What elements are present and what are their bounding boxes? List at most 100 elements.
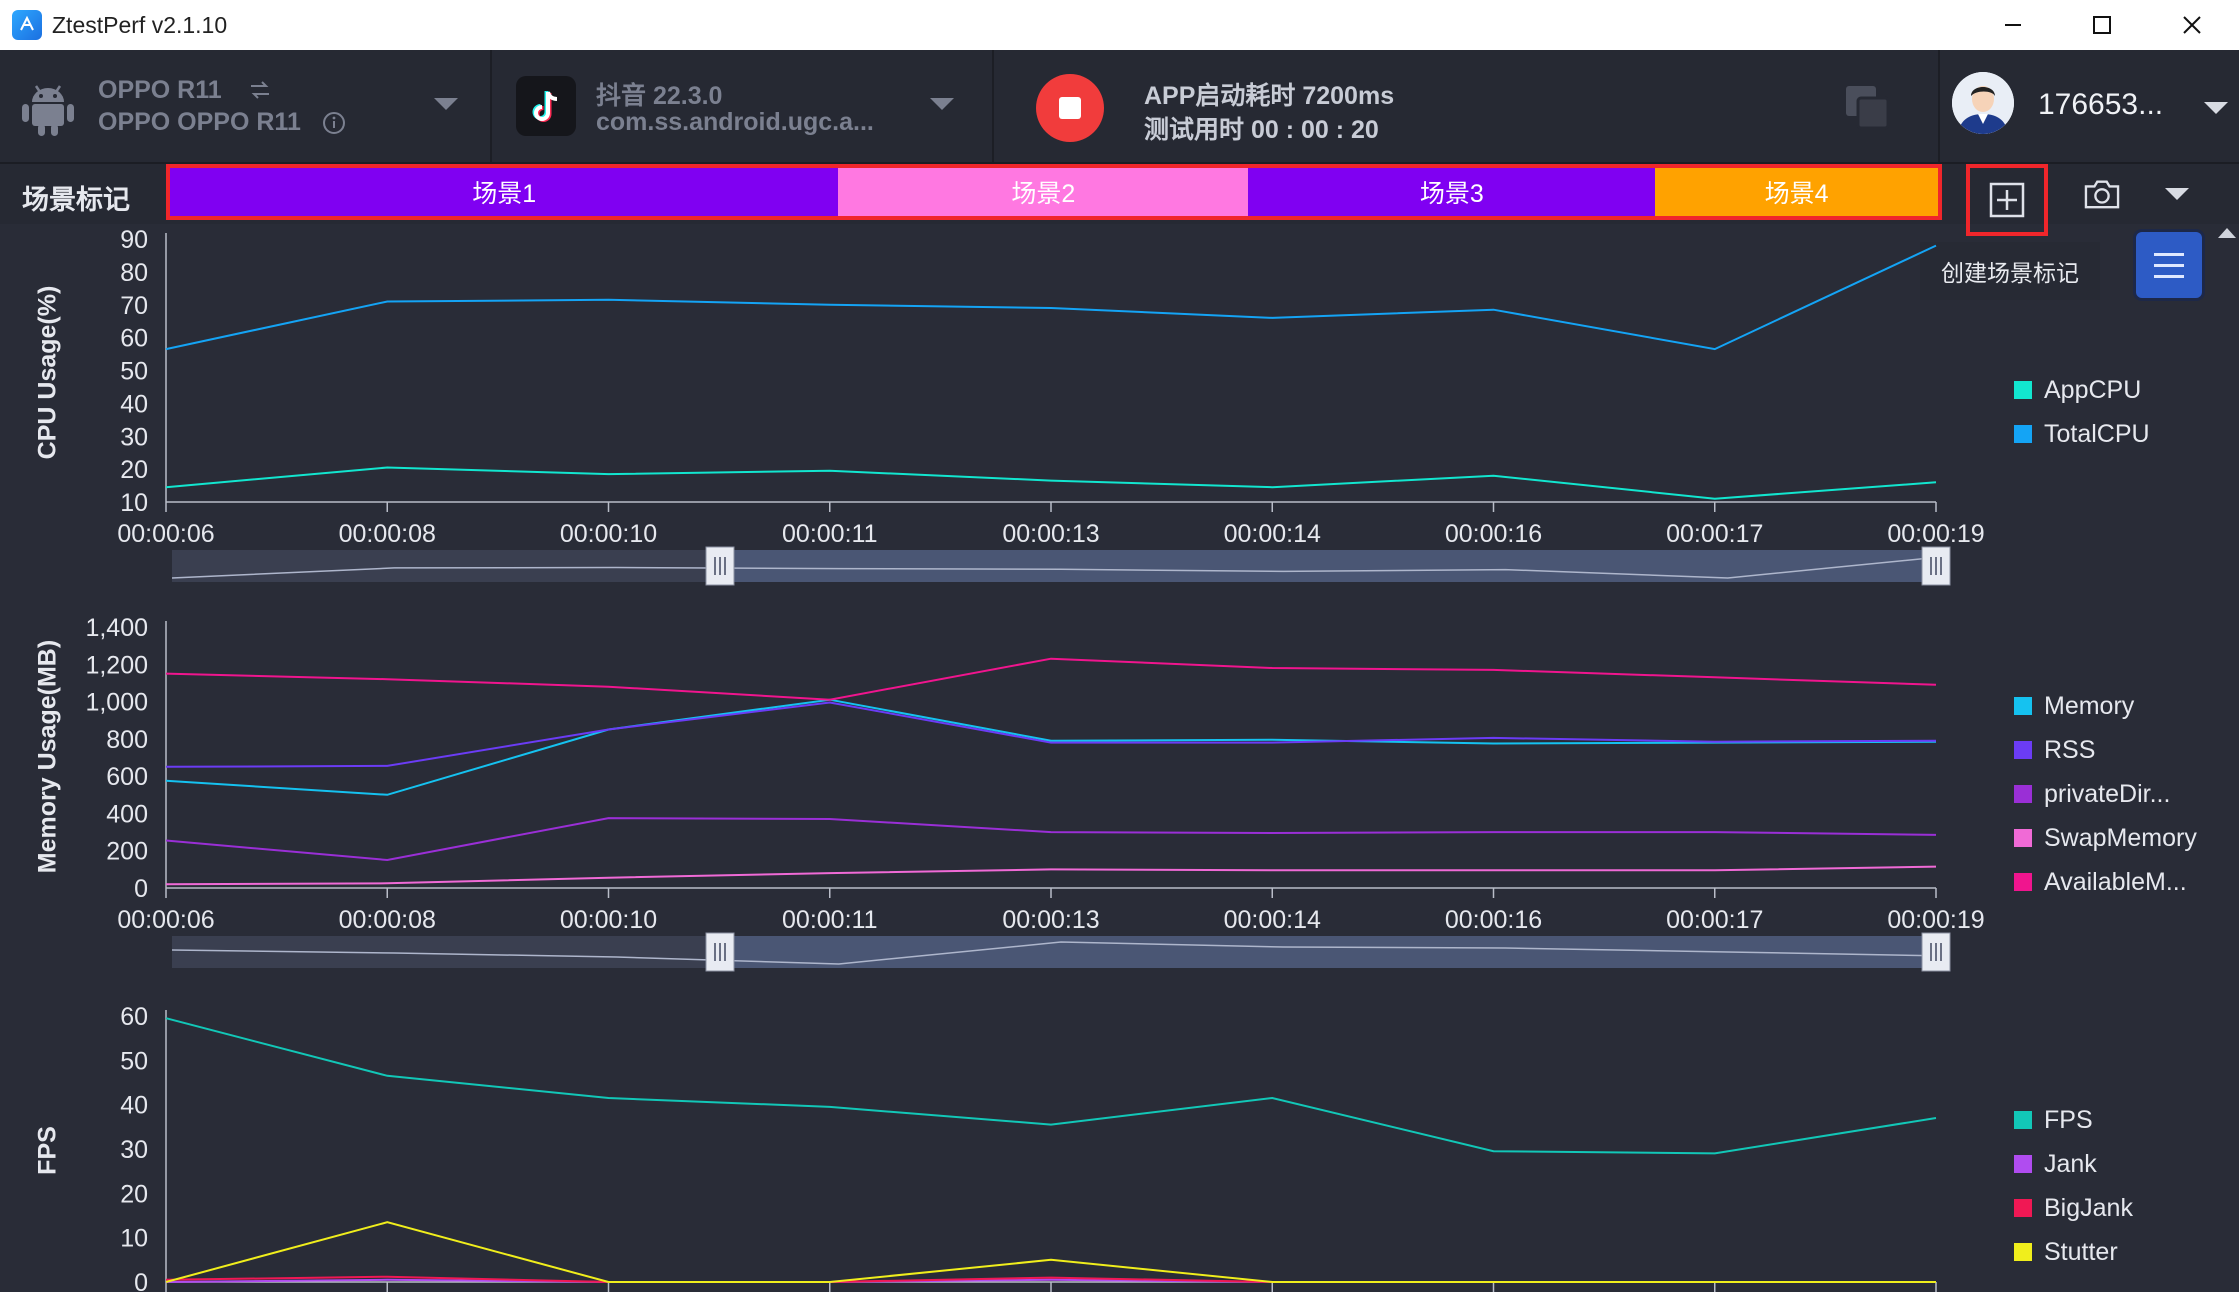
memory-chart[interactable]: 0 200 400 600 800 1,000 1,200 1,400 00:00:06 00:0… [0,610,2239,980]
memory-ytick-label: 400 [106,800,148,828]
app-launch-time: APP启动耗时 7200ms [1144,82,1395,110]
memory-ytick-label: 200 [106,838,148,866]
legend-item[interactable]: TotalCPU [2014,412,2150,456]
cpu-chart[interactable]: 10 20 30 40 50 60 70 80 90 00:00:06 00:00:08 00:00:… [0,224,2239,594]
cpu-xtick-label: 00:00:13 [1002,520,1099,548]
memory-zoom-start-handle[interactable] [705,932,735,972]
user-account[interactable]: 176653... [1938,50,2239,162]
chart-menu-button[interactable] [2136,232,2202,298]
cpu-xtick-label: 00:00:08 [339,520,436,548]
close-button[interactable] [2145,0,2239,50]
fps-legend: FPS Jank BigJank Stutter [2014,1098,2133,1274]
fps-chart[interactable]: 0 10 20 30 40 50 60 [0,996,2239,1292]
legend-item[interactable]: AppCPU [2014,368,2150,412]
memory-ytick-label: 1,400 [85,614,148,642]
scene-segment-1[interactable]: 场景1 [170,168,839,216]
device-selector[interactable]: OPPO R11 OPPO OPPO R11 [0,50,492,162]
legend-item[interactable]: privateDir... [2014,772,2197,816]
legend-swatch [2014,873,2032,891]
scene-segment-2[interactable]: 场景2 [838,168,1249,216]
legend-swatch [2014,1243,2032,1261]
cpu-xtick-label: 00:00:14 [1224,520,1321,548]
legend-item[interactable]: FPS [2014,1098,2133,1142]
memory-xtick-label: 00:00:14 [1224,906,1321,934]
legend-item[interactable]: Stutter [2014,1230,2133,1274]
cpu-series-line [165,466,1937,500]
create-scene-button[interactable] [1966,164,2048,236]
info-icon[interactable] [322,111,346,135]
scene-bar: 场景标记 场景1 场景2 场景3 场景4 [0,164,2239,236]
title-bar: ZtestPerf v2.1.10 [0,0,2239,50]
camera-icon [2084,180,2120,209]
legend-swatch [2014,829,2032,847]
legend-item[interactable]: SwapMemory [2014,816,2197,860]
cpu-chart-panel: 10 20 30 40 50 60 70 80 90 00:00:06 00:00:08 00:00:… [0,224,2239,594]
maximize-icon [2093,16,2111,34]
legend-label: SwapMemory [2044,823,2197,852]
minimize-button[interactable] [1966,0,2060,50]
fps-ytick-label: 40 [120,1092,148,1120]
scroll-up-arrow[interactable] [2218,228,2236,238]
android-icon [22,85,74,136]
legend-label: BigJank [2044,1193,2133,1222]
legend-item[interactable]: BigJank [2014,1186,2133,1230]
scene-segment-4[interactable]: 场景4 [1655,168,1938,216]
fps-ytick-label: 30 [120,1136,148,1164]
memory-ytick-label: 1,000 [85,689,148,717]
memory-series-line [165,865,1937,886]
app-dropdown-icon[interactable] [930,98,954,110]
legend-item[interactable]: RSS [2014,728,2197,772]
memory-ytick-label: 800 [106,726,148,754]
window-copy-icon[interactable] [1842,82,1894,134]
maximize-button[interactable] [2055,0,2149,50]
memory-legend: Memory RSS privateDir... SwapMemory Availabl… [2014,684,2197,904]
memory-series-line [165,698,1937,796]
cpu-ytick-label: 40 [120,390,148,418]
device-name: OPPO OPPO R11 [98,108,301,136]
memory-zoom-end-handle[interactable] [1921,932,1951,972]
legend-item[interactable]: Jank [2014,1142,2133,1186]
legend-item[interactable]: AvailableM... [2014,860,2197,904]
cpu-ytick-label: 30 [120,423,148,451]
user-dropdown-icon[interactable] [2204,102,2228,114]
stop-icon [1059,97,1081,119]
memory-xtick-label: 00:00:19 [1887,906,1984,934]
device-dropdown-icon[interactable] [434,98,458,110]
memory-zoom-preview-line [171,941,1951,965]
switch-device-icon[interactable] [248,78,272,102]
legend-item[interactable]: Memory [2014,684,2197,728]
cpu-axis-title: CPU Usage(%) [33,285,62,460]
cpu-ytick-label: 10 [120,489,148,517]
legend-label: AvailableM... [2044,867,2187,896]
top-toolbar: OPPO R11 OPPO OPPO R11 抖音 22.3.0 com.ss.… [0,50,2239,164]
cpu-xtick-label: 00:00:10 [560,520,657,548]
cpu-zoom-selected-range[interactable] [720,550,1950,582]
scene-label: 场景标记 [22,185,130,215]
cpu-ytick-label: 90 [120,226,148,254]
legend-swatch [2014,741,2032,759]
memory-xtick-label: 00:00:06 [117,906,214,934]
legend-swatch [2014,381,2032,399]
legend-label: Jank [2044,1149,2097,1178]
memory-chart-panel: 0 200 400 600 800 1,000 1,200 1,400 00:00:06 00:0… [0,610,2239,980]
app-logo [12,10,42,40]
fps-ytick-label: 0 [134,1269,148,1292]
memory-xtick-label: 00:00:13 [1002,906,1099,934]
cpu-ytick-label: 80 [120,259,148,287]
scene-dropdown-icon[interactable] [2165,188,2189,200]
tiktok-app-icon [516,76,576,136]
legend-swatch [2014,1155,2032,1173]
memory-series-line [165,817,1937,862]
cpu-ytick-label: 70 [120,292,148,320]
app-selector[interactable]: 抖音 22.3.0 com.ss.android.ugc.a... [492,50,994,162]
legend-swatch [2014,697,2032,715]
cpu-zoom-start-handle[interactable] [705,546,735,586]
scene-track[interactable]: 场景1 场景2 场景3 场景4 [166,164,1942,220]
cpu-zoom-end-handle[interactable] [1921,546,1951,586]
scene-segment-3[interactable]: 场景3 [1248,168,1656,216]
stop-test-button[interactable] [1036,74,1104,142]
legend-swatch [2014,1199,2032,1217]
screenshot-button[interactable] [2080,172,2124,216]
memory-ytick-label: 0 [134,875,148,903]
window-title: ZtestPerf v2.1.10 [52,11,228,38]
